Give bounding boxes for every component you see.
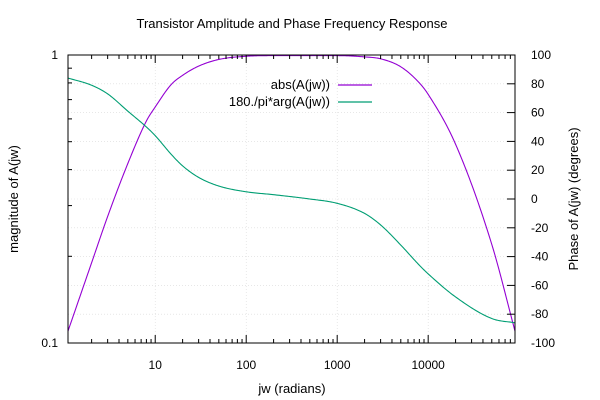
legend-label-magnitude: abs(A(jw)): [271, 77, 330, 92]
x-tick-label: 10000: [411, 358, 445, 372]
y2-tick-label: 60: [531, 106, 545, 120]
y2-tick-label: -60: [531, 278, 549, 292]
legend: abs(A(jw)) 180./pi*arg(A(jw)): [229, 77, 372, 109]
phase-series-line: [67, 77, 516, 324]
y2-tick-label: 0: [531, 192, 538, 206]
legend-label-phase: 180./pi*arg(A(jw)): [229, 94, 330, 109]
y-tick-label: 1: [51, 48, 58, 62]
y2-tick-label: -20: [531, 221, 549, 235]
chart-title: Transistor Amplitude and Phase Frequency…: [137, 16, 448, 31]
y-tick-label: 0.1: [41, 336, 58, 350]
x-tick-label: 100: [236, 358, 256, 372]
magnitude-series-line: [67, 55, 516, 332]
y2-tick-label: 100: [531, 48, 551, 62]
x-tick-label: 10: [149, 358, 163, 372]
y2-tick-label: -80: [531, 307, 549, 321]
y2-tick-label: -40: [531, 250, 549, 264]
y2-tick-label: 80: [531, 77, 545, 91]
y2-tick-label: 40: [531, 134, 545, 148]
x-axis-label: jw (radians): [257, 381, 325, 396]
y2-tick-label: 20: [531, 163, 545, 177]
axes-layer: 10 100 1000 10000 0.1 1 100 80 60 40 20 0 -20 -40 -60 -…: [41, 48, 555, 372]
series-layer: [67, 55, 516, 332]
y-axis-label: magnitude of A(jw): [6, 145, 21, 253]
y2-tick-label: -100: [531, 336, 555, 350]
y2-axis-label: Phase of A(jw) (degrees): [566, 127, 581, 270]
x-tick-label: 1000: [324, 358, 351, 372]
